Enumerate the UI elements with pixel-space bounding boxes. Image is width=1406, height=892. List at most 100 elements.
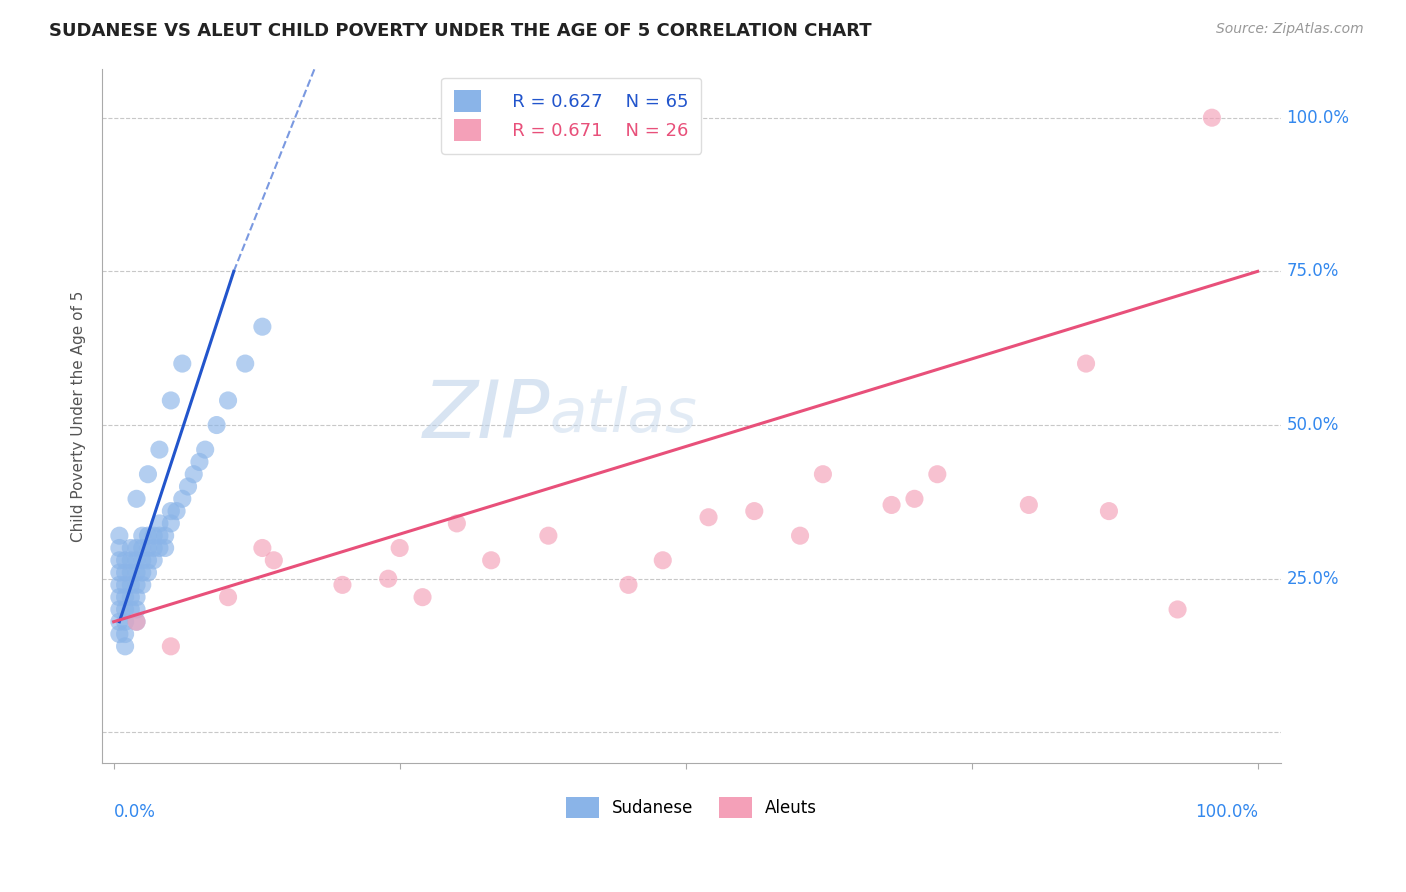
Point	[377, 572, 399, 586]
Point	[125, 590, 148, 604]
Point	[388, 541, 411, 555]
Point	[125, 602, 148, 616]
Point	[131, 529, 153, 543]
Point	[120, 590, 142, 604]
Point	[217, 590, 239, 604]
Point	[1098, 504, 1121, 518]
Text: 75.0%: 75.0%	[1286, 262, 1339, 280]
Point	[880, 498, 903, 512]
Point	[160, 640, 183, 654]
Point	[125, 615, 148, 629]
Point	[108, 602, 131, 616]
Point	[114, 590, 136, 604]
Point	[617, 578, 640, 592]
Point	[120, 553, 142, 567]
Point	[114, 615, 136, 629]
Point	[131, 578, 153, 592]
Legend: Sudanese, Aleuts: Sudanese, Aleuts	[558, 790, 824, 824]
Point	[114, 627, 136, 641]
Y-axis label: Child Poverty Under the Age of 5: Child Poverty Under the Age of 5	[72, 290, 86, 541]
Point	[108, 578, 131, 592]
Point	[183, 467, 205, 482]
Point	[160, 393, 183, 408]
Point	[927, 467, 949, 482]
Text: Source: ZipAtlas.com: Source: ZipAtlas.com	[1216, 22, 1364, 37]
Point	[811, 467, 834, 482]
Point	[136, 529, 159, 543]
Point	[114, 578, 136, 592]
Text: SUDANESE VS ALEUT CHILD POVERTY UNDER THE AGE OF 5 CORRELATION CHART: SUDANESE VS ALEUT CHILD POVERTY UNDER TH…	[49, 22, 872, 40]
Point	[125, 566, 148, 580]
Text: 50.0%: 50.0%	[1286, 416, 1339, 434]
Point	[108, 590, 131, 604]
Point	[120, 566, 142, 580]
Point	[142, 541, 165, 555]
Point	[142, 553, 165, 567]
Point	[125, 578, 148, 592]
Point	[148, 442, 170, 457]
Point	[142, 529, 165, 543]
Point	[120, 541, 142, 555]
Point	[252, 319, 274, 334]
Point	[148, 516, 170, 531]
Text: 0.0%: 0.0%	[114, 803, 156, 821]
Point	[108, 627, 131, 641]
Point	[166, 504, 188, 518]
Point	[194, 442, 217, 457]
Point	[114, 640, 136, 654]
Point	[903, 491, 925, 506]
Point	[160, 516, 183, 531]
Text: 100.0%: 100.0%	[1195, 803, 1257, 821]
Point	[108, 615, 131, 629]
Point	[148, 541, 170, 555]
Point	[332, 578, 354, 592]
Point	[125, 491, 148, 506]
Point	[136, 566, 159, 580]
Point	[114, 566, 136, 580]
Point	[136, 553, 159, 567]
Text: 100.0%: 100.0%	[1286, 109, 1350, 127]
Point	[125, 615, 148, 629]
Point	[108, 566, 131, 580]
Point	[131, 553, 153, 567]
Point	[651, 553, 673, 567]
Point	[125, 541, 148, 555]
Point	[108, 553, 131, 567]
Point	[233, 357, 256, 371]
Point	[131, 566, 153, 580]
Point	[131, 541, 153, 555]
Point	[172, 491, 194, 506]
Point	[479, 553, 502, 567]
Text: ZIP: ZIP	[423, 376, 550, 455]
Point	[1074, 357, 1097, 371]
Point	[1201, 111, 1223, 125]
Point	[1018, 498, 1040, 512]
Point	[108, 529, 131, 543]
Point	[120, 578, 142, 592]
Point	[697, 510, 720, 524]
Text: atlas: atlas	[550, 386, 697, 445]
Point	[172, 357, 194, 371]
Point	[412, 590, 434, 604]
Point	[114, 602, 136, 616]
Point	[263, 553, 285, 567]
Point	[188, 455, 211, 469]
Point	[217, 393, 239, 408]
Point	[537, 529, 560, 543]
Point	[1167, 602, 1189, 616]
Point	[252, 541, 274, 555]
Point	[108, 541, 131, 555]
Point	[789, 529, 811, 543]
Point	[148, 529, 170, 543]
Point	[136, 467, 159, 482]
Point	[177, 479, 200, 493]
Point	[205, 418, 228, 433]
Point	[114, 553, 136, 567]
Point	[742, 504, 765, 518]
Point	[153, 541, 176, 555]
Point	[446, 516, 468, 531]
Point	[153, 529, 176, 543]
Point	[120, 602, 142, 616]
Text: 25.0%: 25.0%	[1286, 570, 1339, 588]
Point	[125, 553, 148, 567]
